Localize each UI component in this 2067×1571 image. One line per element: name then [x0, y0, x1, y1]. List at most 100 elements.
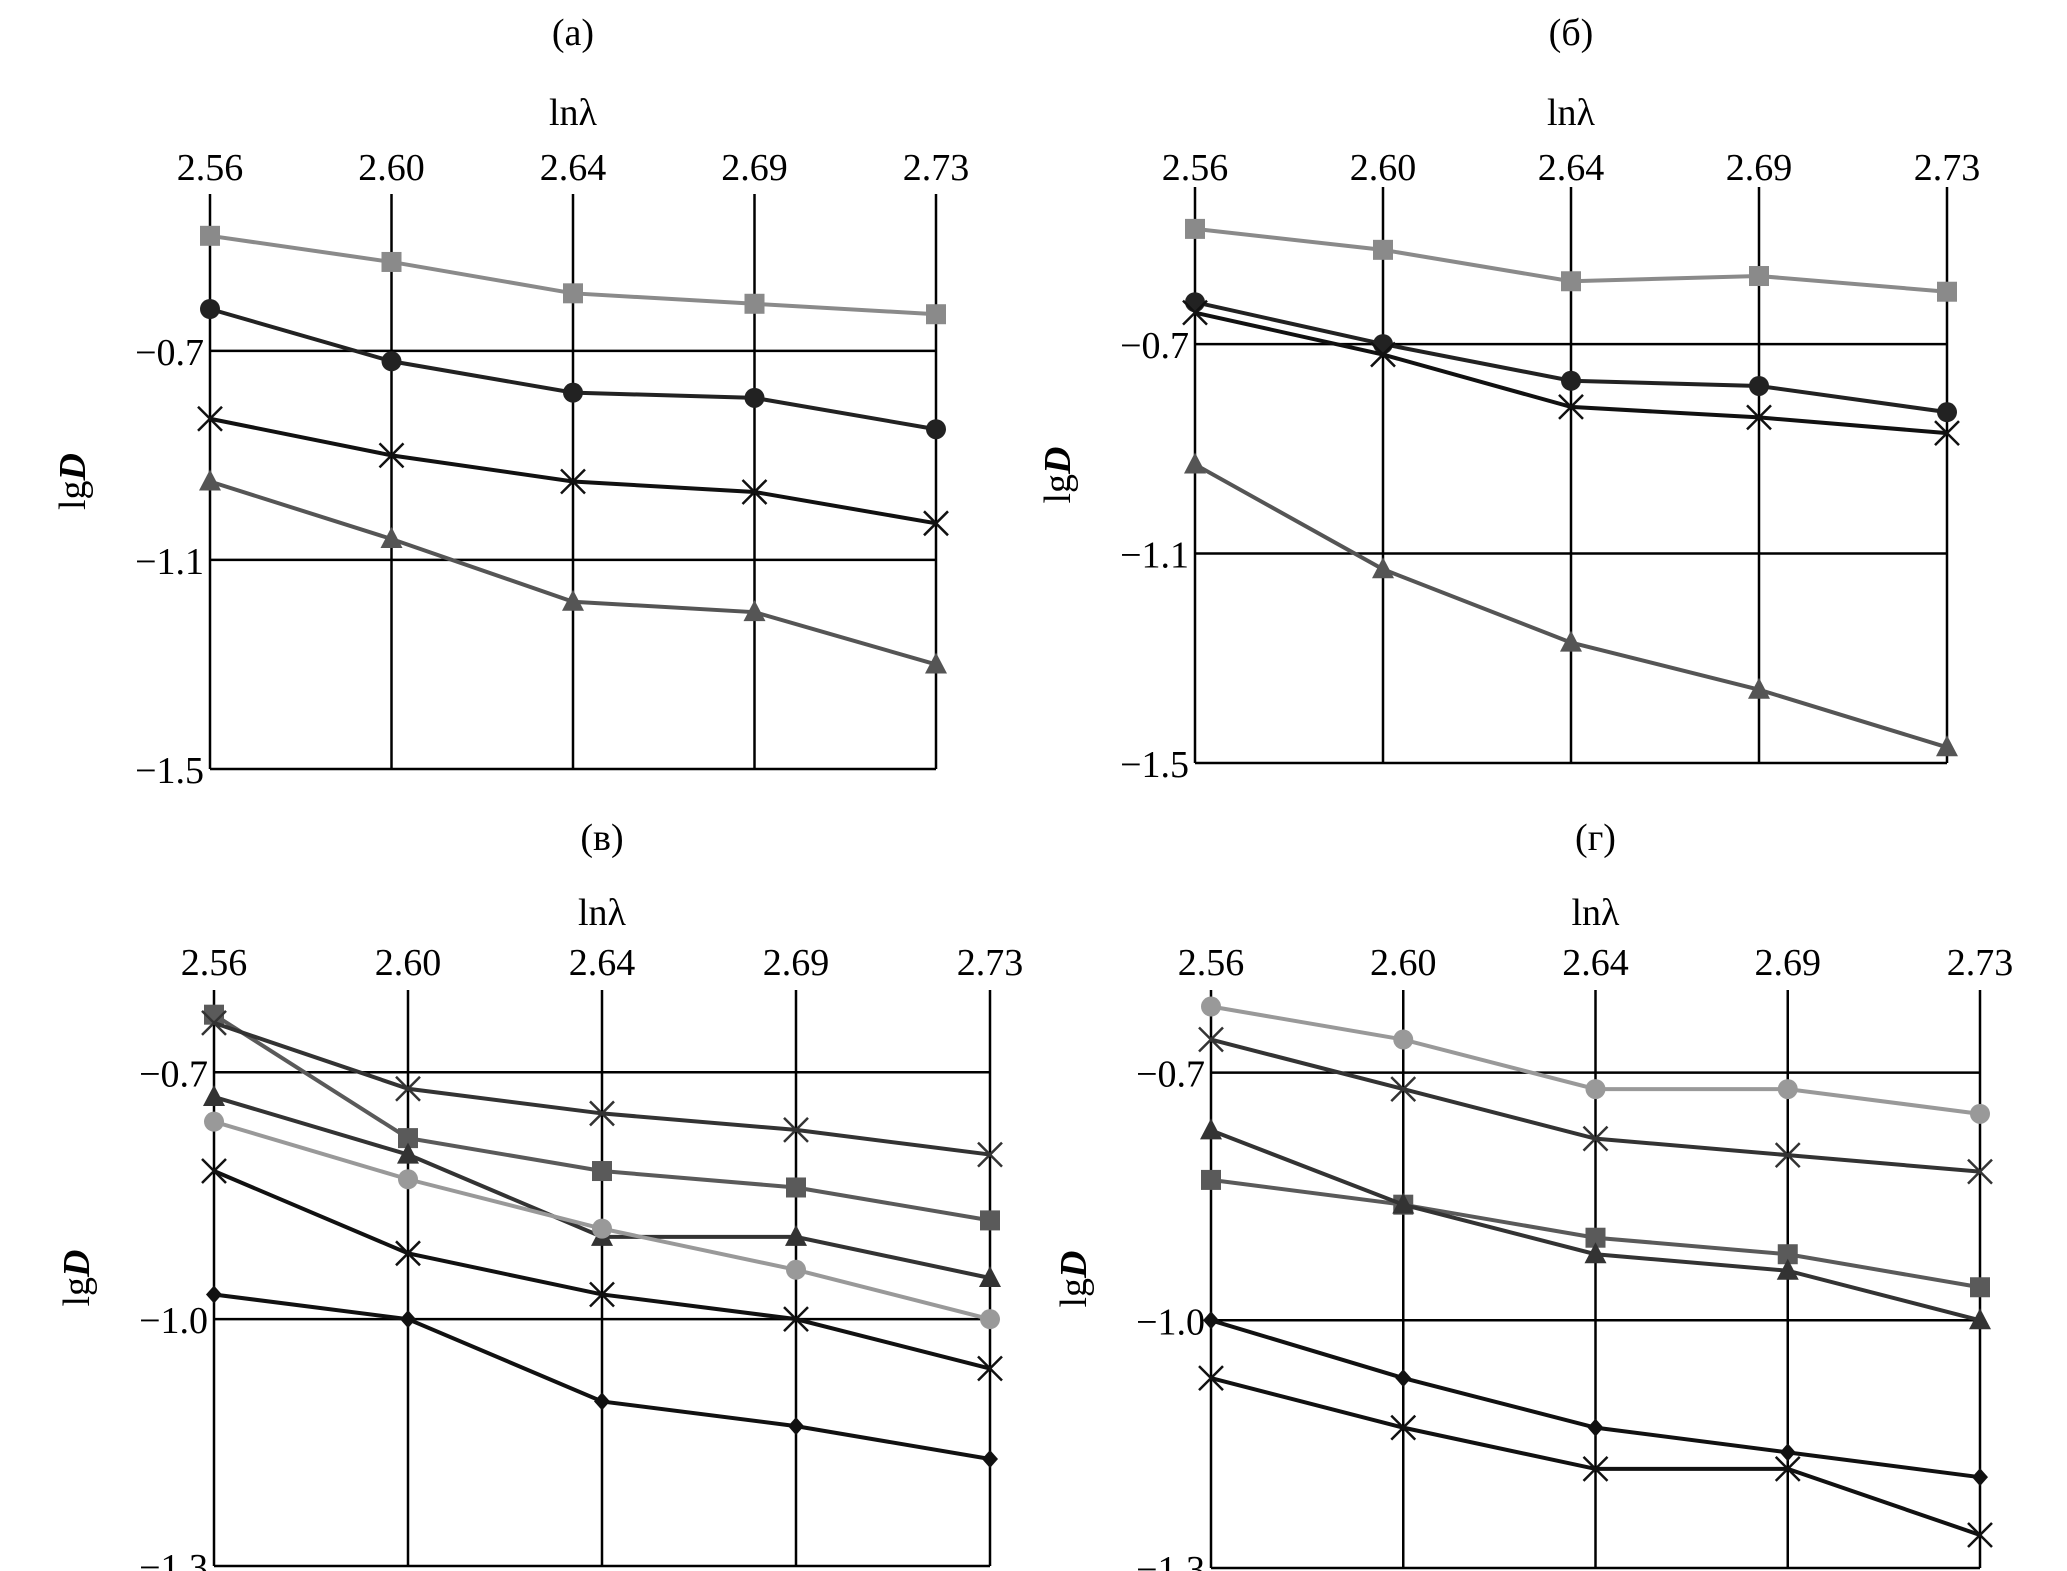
circle-marker	[563, 382, 583, 403]
x-tick-label: 2.73	[1914, 147, 1981, 189]
x-tick-label: 2.60	[358, 147, 425, 189]
series-square	[200, 225, 946, 325]
diamond-marker	[788, 1417, 804, 1436]
circle-marker	[1777, 1079, 1798, 1100]
x-marker	[783, 1117, 809, 1143]
circle-marker	[1937, 402, 1957, 423]
triangle-marker	[1969, 1308, 1991, 1330]
circle-marker	[1585, 1079, 1606, 1100]
triangle-marker	[979, 1266, 1001, 1287]
y-axis-label-prefix: lg	[1037, 474, 1079, 504]
y-axis-label-variable: D	[56, 1249, 98, 1277]
x-marker	[1967, 1158, 1993, 1185]
series-x	[201, 1158, 1003, 1382]
x-marker	[1370, 341, 1396, 368]
y-tick-label: −0.7	[1120, 325, 1189, 367]
circle-marker	[744, 387, 765, 408]
y-tick-label: −1.3	[139, 1547, 208, 1571]
series-diamond	[206, 1285, 998, 1469]
x-tick-label: 2.69	[721, 147, 788, 189]
series-circle	[204, 1111, 1000, 1330]
x-marker	[1774, 1456, 1801, 1482]
circle-marker	[980, 1309, 1000, 1330]
x-axis-label: lnλ	[549, 92, 598, 134]
diamond-marker	[982, 1450, 998, 1469]
circle-marker	[1970, 1103, 1990, 1124]
series-x	[197, 405, 949, 537]
triangle-marker	[380, 527, 403, 548]
x-marker	[1774, 1142, 1801, 1169]
circle-marker	[1201, 996, 1221, 1017]
x-tick-label: 2.64	[1562, 942, 1629, 984]
square-marker	[744, 293, 765, 314]
series-triangle	[1200, 1118, 1991, 1330]
series-square	[1201, 1169, 1990, 1298]
x-tick-label: 2.64	[569, 942, 636, 984]
triangle-marker	[562, 589, 584, 611]
triangle-marker	[199, 469, 221, 491]
square-marker	[398, 1128, 418, 1149]
y-tick-label: −0.7	[139, 1053, 208, 1095]
y-tick-label: −1.1	[135, 541, 204, 583]
square-marker	[926, 304, 946, 325]
y-tick-label: −0.7	[135, 332, 204, 374]
square-marker	[1777, 1244, 1798, 1265]
circle-marker	[1393, 1029, 1414, 1050]
square-marker	[381, 251, 402, 272]
triangle-marker	[1392, 1192, 1415, 1214]
y-axis-label-prefix: lg	[52, 480, 94, 510]
triangle-marker	[785, 1224, 807, 1246]
diamond-marker	[400, 1310, 416, 1329]
x-marker	[1198, 1026, 1224, 1053]
chart-panel-2: (б) lnλ 2.56 2.60 2.64 2.69 2.73 −0.7 −1.1 −1.5 lg…	[1037, 12, 1980, 786]
square-marker	[1585, 1227, 1606, 1248]
diamond-marker	[1203, 1311, 1219, 1330]
square-marker	[1201, 1169, 1221, 1190]
triangle-marker	[925, 652, 947, 674]
x-marker	[395, 1075, 421, 1102]
series-triangle	[1184, 452, 1958, 757]
x-marker	[1390, 1414, 1417, 1441]
x-tick-label: 2.60	[1370, 942, 1437, 984]
square-marker	[1373, 239, 1393, 260]
circle-marker	[592, 1218, 612, 1239]
x-tick-label: 2.64	[540, 147, 607, 189]
series-circle	[200, 299, 946, 440]
x-tick-label: 2.56	[181, 942, 248, 984]
square-marker	[200, 225, 220, 246]
series-x	[201, 1010, 1003, 1168]
panel-label: (в)	[580, 817, 623, 859]
x-marker	[977, 1141, 1003, 1168]
x-marker	[201, 1158, 227, 1184]
triangle-marker	[203, 1084, 225, 1106]
x-marker	[783, 1306, 809, 1333]
series-square	[204, 1004, 1000, 1231]
y-tick-label: −1.5	[135, 750, 204, 792]
series-x	[1198, 1365, 1993, 1548]
circle-marker	[200, 299, 220, 319]
x-marker	[741, 479, 768, 505]
x-marker	[560, 468, 586, 495]
x-tick-label: 2.56	[1178, 942, 1245, 984]
x-marker	[1558, 394, 1584, 420]
diamond-marker	[1779, 1443, 1796, 1462]
circle-marker	[1185, 292, 1205, 313]
y-tick-label: −1.5	[1120, 744, 1189, 786]
x-tick-label: 2.73	[1947, 942, 2014, 984]
x-marker	[1182, 299, 1208, 326]
triangle-marker	[1372, 557, 1394, 579]
x-tick-label: 2.56	[1162, 147, 1229, 189]
triangle-marker	[397, 1142, 419, 1164]
x-tick-label: 2.56	[177, 147, 244, 189]
x-marker	[589, 1281, 615, 1308]
square-marker	[786, 1177, 806, 1198]
y-axis-label-variable: D	[1053, 1250, 1095, 1278]
y-tick-label: −1.3	[1136, 1549, 1205, 1571]
square-marker	[204, 1004, 224, 1025]
x-marker	[1582, 1456, 1609, 1482]
circle-marker	[204, 1111, 224, 1132]
triangle-marker	[1584, 1242, 1607, 1264]
square-marker	[592, 1161, 612, 1182]
x-marker	[977, 1355, 1003, 1382]
